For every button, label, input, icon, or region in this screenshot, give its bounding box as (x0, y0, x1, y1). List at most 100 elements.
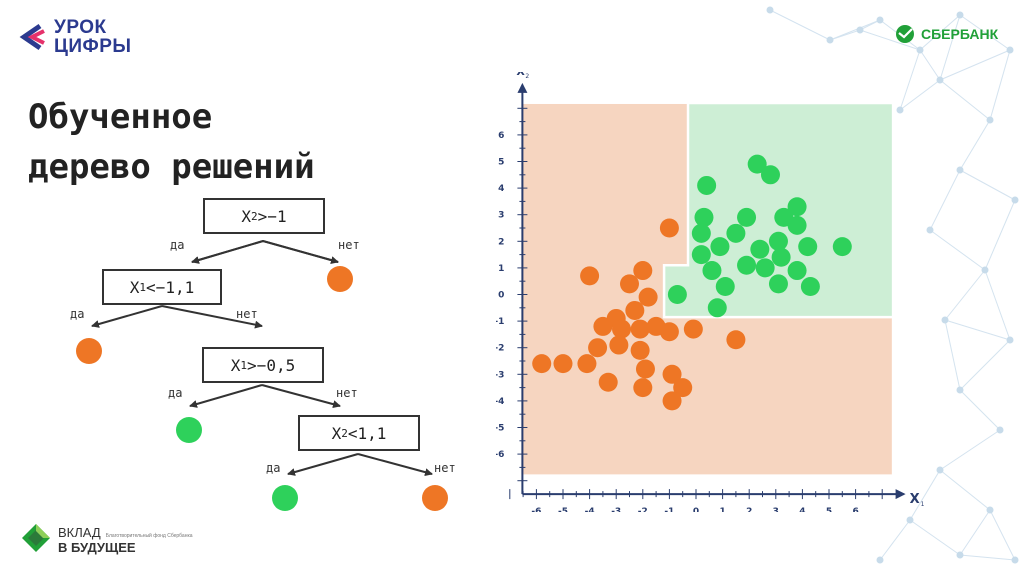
y-tick-label: 5 (498, 158, 504, 168)
network-node (906, 516, 914, 524)
vklad-diamond-icon (22, 524, 50, 552)
network-node (1006, 336, 1014, 344)
data-point-orange (638, 287, 658, 307)
edge-node1-yes (191, 240, 264, 264)
data-point-green (755, 258, 775, 278)
data-point-orange (633, 378, 653, 398)
network-link (899, 79, 941, 111)
y-tick-label: 4 (498, 184, 504, 194)
data-point-orange (662, 391, 682, 411)
decision-regions (519, 101, 894, 477)
network-node (876, 556, 884, 564)
data-point-orange (662, 364, 682, 384)
data-point-orange (673, 378, 693, 398)
tree-node-1: X 2 >−1 (203, 198, 325, 234)
data-point-green (702, 261, 722, 281)
network-link (929, 169, 961, 231)
network-link (939, 429, 1001, 471)
tree-node-4-var: X (331, 423, 342, 443)
network-link (929, 229, 986, 271)
x-axis-label-subscript: 1 (921, 501, 925, 508)
tree-node-3-sub: 1 (240, 358, 248, 372)
network-node (956, 386, 964, 394)
network-node (876, 16, 884, 24)
y-tick-label: 0 (498, 291, 504, 301)
urok-tsifry-logo: УРОК ЦИФРЫ (16, 18, 132, 56)
y-tick-label: 6 (498, 131, 504, 141)
x-tick-label: -5 (558, 507, 568, 512)
network-link (959, 14, 1011, 51)
data-point-green (787, 197, 807, 217)
x-tick-label: 6 (852, 507, 858, 512)
network-link (989, 509, 1016, 561)
edge-node4-no (357, 453, 433, 477)
tree-node-2: X 1 <−1,1 (102, 269, 222, 305)
network-link (984, 199, 1016, 271)
data-point-green (691, 223, 711, 243)
tree-node-3: X 1 >−0,5 (202, 347, 324, 383)
network-link (944, 319, 1011, 341)
page-title-line2: дерево решений (28, 147, 315, 187)
network-link (879, 519, 911, 561)
data-point-orange (553, 354, 573, 374)
data-point-orange (612, 319, 632, 339)
data-point-green (768, 274, 788, 294)
y-tick-label: 3 (498, 211, 504, 221)
network-link (909, 519, 961, 556)
data-point-green (800, 277, 820, 297)
data-point-green (787, 215, 807, 235)
edge-node3-yes (189, 384, 263, 408)
x-tick-label: -6 (531, 507, 541, 512)
tree-leaf-green-1 (176, 417, 202, 443)
network-link (939, 49, 1011, 81)
network-node (896, 106, 904, 114)
network-node (1011, 556, 1019, 564)
network-link (939, 469, 991, 511)
tree-node-1-var: X (241, 206, 252, 226)
network-link (769, 9, 831, 41)
sberbank-logo-text: СБЕРБАНК (921, 26, 999, 42)
network-link (899, 49, 921, 111)
sberbank-emblem-icon (896, 25, 914, 43)
y-tick-label: -1 (496, 317, 504, 327)
network-node (826, 36, 834, 44)
tree-node-1-no-label: нет (338, 238, 360, 252)
data-point-green (760, 165, 780, 185)
edge-node2-no (161, 305, 263, 329)
tree-node-2-yes-label: да (70, 307, 85, 321)
data-point-green (737, 207, 757, 227)
vklad-logo-line2: В БУДУЩЕЕ (58, 540, 136, 555)
network-link (919, 49, 941, 81)
tree-node-4-yes-label: да (266, 461, 281, 475)
y-tick-label: -4 (496, 397, 504, 407)
network-node (916, 46, 924, 54)
tree-node-4-cond: <1,1 (347, 423, 387, 443)
network-link (989, 49, 1011, 121)
urok-logo-line2: ЦИФРЫ (54, 36, 132, 57)
tree-leaf-orange-2 (76, 338, 102, 364)
data-point-green (691, 245, 711, 265)
data-point-green (707, 298, 727, 318)
network-link (939, 14, 961, 81)
vklad-logo-line1: ВКЛАД (58, 525, 101, 540)
page-title-line1: Обученное (28, 97, 213, 137)
tree-node-3-yes-label: да (168, 386, 183, 400)
data-point-orange (609, 335, 629, 355)
data-point-green (737, 255, 757, 275)
data-point-orange (659, 322, 679, 342)
x-tick-label: 3 (773, 507, 779, 512)
network-node (986, 116, 994, 124)
network-link (984, 269, 1011, 341)
tree-node-3-cond: >−0,5 (247, 355, 296, 375)
data-point-orange (532, 354, 552, 374)
network-link (959, 509, 991, 556)
network-node (956, 551, 964, 559)
tree-node-3-no-label: нет (336, 386, 358, 400)
network-link (959, 389, 1001, 431)
urok-logo-line1: УРОК (54, 17, 107, 38)
network-node (1011, 196, 1019, 204)
data-point-green (787, 261, 807, 281)
y-tick-label: -5 (496, 424, 504, 434)
network-node (936, 76, 944, 84)
x-tick-label: -4 (585, 507, 595, 512)
